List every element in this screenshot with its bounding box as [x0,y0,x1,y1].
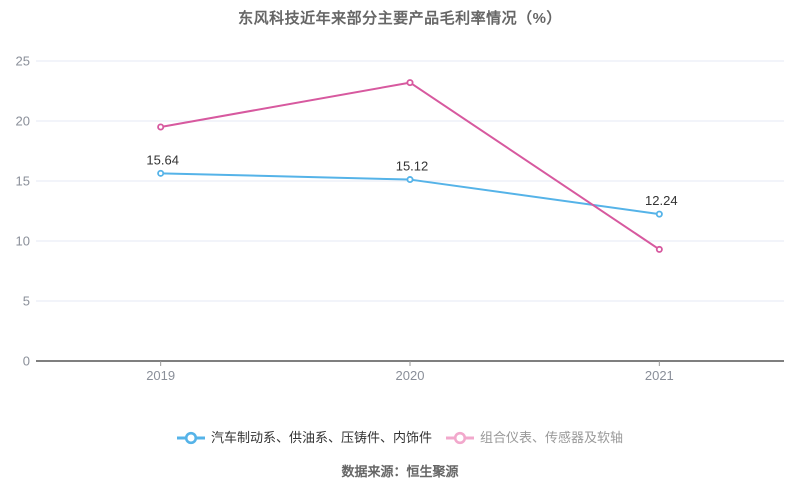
data-point [157,169,165,177]
data-point [655,210,663,218]
legend-label-1: 组合仪表、传感器及软轴 [480,430,624,445]
y-tick-label: 25 [16,54,30,69]
y-tick-label: 20 [16,114,30,129]
data-source: 数据来源：恒生聚源 [341,464,459,479]
data-point-label: 12.24 [645,193,678,208]
data-point [655,245,663,253]
data-point [406,176,414,184]
data-point-label: 15.12 [396,159,429,174]
legend-label-0: 汽车制动系、供油系、压铸件、内饰件 [210,430,432,445]
x-tick-label: 2021 [645,368,674,383]
y-tick-label: 5 [23,294,30,309]
legend-line-marker-icon [446,431,474,445]
y-tick-label: 15 [16,174,30,189]
data-point [406,79,414,87]
legend-line-marker-icon [176,431,205,445]
data-point-label: 15.64 [146,152,179,167]
x-tick-label: 2020 [396,368,425,383]
chart-legend: 汽车制动系、供油系、压铸件、内饰件 组合仪表、传感器及软轴 [0,427,800,449]
y-tick-label: 10 [16,234,30,249]
x-tick-label: 2019 [146,368,175,383]
legend-item-0[interactable]: 汽车制动系、供油系、压铸件、内饰件 [176,427,432,449]
line-chart: 0 5 10 15 20 25 2019 2020 2021 15.64 15.12 12.24 [16,54,784,383]
legend-item-1[interactable]: 组合仪表、传感器及软轴 [446,427,623,449]
data-point [157,123,165,131]
chart-title: 东风科技近年来部分主要产品毛利率情况（%） [238,10,562,27]
y-tick-label: 0 [23,354,30,369]
